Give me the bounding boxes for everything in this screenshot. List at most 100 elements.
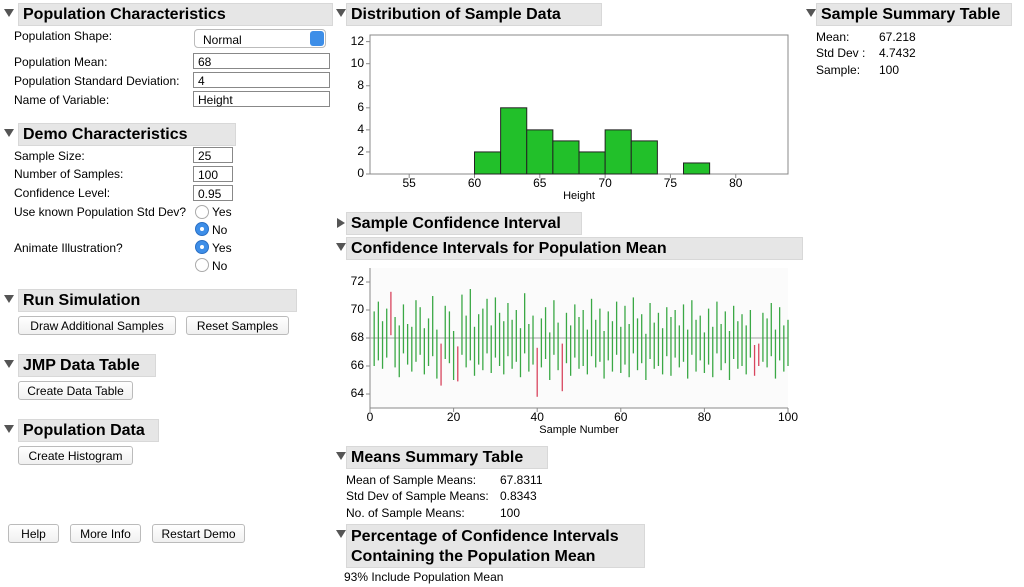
panel-header[interactable]: Means Summary Table bbox=[346, 446, 548, 469]
table-label: Mean of Sample Means: bbox=[346, 473, 477, 487]
field-label: Name of Variable: bbox=[14, 93, 110, 107]
x-axis-label: Height bbox=[563, 190, 595, 202]
radio-label: No bbox=[212, 259, 228, 273]
y-tick-label: 68 bbox=[351, 330, 365, 344]
histogram-bar bbox=[552, 140, 580, 175]
x-tick-label: 80 bbox=[698, 410, 712, 424]
collapse-icon[interactable] bbox=[336, 9, 346, 17]
field-label: Animate Illustration? bbox=[14, 241, 123, 255]
panel-header[interactable]: Population Characteristics bbox=[18, 3, 333, 26]
table-value: 100 bbox=[879, 63, 900, 77]
table-label: Mean: bbox=[816, 30, 850, 44]
button[interactable]: Create Data Table bbox=[18, 381, 133, 400]
radio[interactable] bbox=[195, 258, 209, 272]
expand-icon[interactable] bbox=[337, 218, 345, 228]
collapse-icon[interactable] bbox=[336, 452, 346, 460]
text-input[interactable]: 68 bbox=[193, 53, 330, 69]
table-value: 67.8311 bbox=[500, 473, 543, 487]
x-tick-label: 55 bbox=[403, 176, 417, 190]
x-tick-label: 70 bbox=[598, 176, 612, 190]
panel-header[interactable]: Confidence Intervals for Population Mean bbox=[346, 237, 803, 260]
collapse-icon[interactable] bbox=[4, 360, 14, 368]
header-line: Containing the Population Mean bbox=[351, 548, 596, 565]
histogram-bar bbox=[474, 151, 502, 175]
table-label: No. of Sample Means: bbox=[346, 506, 465, 520]
panel-header[interactable]: JMP Data Table bbox=[18, 354, 156, 377]
header-line: Percentage of Confidence Intervals bbox=[351, 528, 619, 545]
result-text: 93% Include Population Mean bbox=[344, 570, 504, 584]
text-input[interactable]: 4 bbox=[193, 72, 330, 88]
radio[interactable] bbox=[195, 240, 209, 254]
text-input[interactable]: Height bbox=[193, 91, 330, 107]
panel-header[interactable]: Run Simulation bbox=[18, 289, 297, 312]
y-tick-label: 0 bbox=[357, 166, 364, 180]
y-tick-label: 70 bbox=[351, 302, 365, 316]
histogram-bar bbox=[604, 129, 632, 175]
radio-label: Yes bbox=[212, 241, 232, 255]
button[interactable]: Help bbox=[8, 524, 59, 543]
field-label: Sample Size: bbox=[14, 149, 85, 163]
button[interactable]: More Info bbox=[70, 524, 141, 543]
field-label: Number of Samples: bbox=[14, 167, 124, 181]
radio-label: No bbox=[212, 223, 228, 237]
table-value: 4.7432 bbox=[879, 46, 916, 60]
text-input[interactable]: 100 bbox=[193, 166, 233, 182]
dropdown-arrow bbox=[310, 31, 324, 46]
radio[interactable] bbox=[195, 205, 209, 219]
x-tick-label: 40 bbox=[531, 410, 545, 424]
panel-header[interactable]: Distribution of Sample Data bbox=[346, 3, 602, 26]
y-tick-label: 64 bbox=[351, 386, 365, 400]
y-tick-label: 12 bbox=[351, 34, 365, 48]
panel-header[interactable]: Sample Confidence Interval bbox=[346, 212, 582, 235]
radio-label: Yes bbox=[212, 205, 232, 219]
field-label: Population Shape: bbox=[14, 29, 113, 43]
collapse-icon[interactable] bbox=[336, 530, 346, 538]
field-label: Use known Population Std Dev? bbox=[14, 205, 187, 219]
table-value: 0.8343 bbox=[500, 489, 537, 503]
table-label: Sample: bbox=[816, 63, 861, 77]
y-tick-label: 66 bbox=[351, 358, 365, 372]
radio[interactable] bbox=[195, 222, 209, 236]
x-tick-label: 20 bbox=[447, 410, 461, 424]
histogram-bar bbox=[683, 162, 711, 175]
panel-header[interactable]: Sample Summary Table bbox=[816, 3, 1012, 26]
y-tick-label: 72 bbox=[351, 274, 365, 288]
collapse-icon[interactable] bbox=[806, 9, 816, 17]
button[interactable]: Create Histogram bbox=[18, 446, 133, 465]
collapse-icon[interactable] bbox=[4, 9, 14, 17]
button[interactable]: Reset Samples bbox=[186, 316, 289, 335]
collapse-icon[interactable] bbox=[336, 243, 346, 251]
collapse-icon[interactable] bbox=[4, 129, 14, 137]
histogram-bar bbox=[500, 107, 528, 175]
panel-header[interactable]: Demo Characteristics bbox=[18, 123, 236, 146]
panel-header[interactable]: Population Data bbox=[18, 419, 159, 442]
x-tick-label: 60 bbox=[614, 410, 628, 424]
x-axis-label: Sample Number bbox=[539, 424, 619, 436]
table-value: 100 bbox=[500, 506, 521, 520]
y-tick-label: 6 bbox=[357, 100, 364, 114]
x-tick-label: 65 bbox=[533, 176, 547, 190]
x-tick-label: 60 bbox=[468, 176, 482, 190]
text-input[interactable]: 25 bbox=[193, 147, 233, 163]
y-tick-label: 4 bbox=[357, 122, 364, 136]
text-input[interactable]: 0.95 bbox=[193, 185, 233, 201]
table-label: Std Dev : bbox=[816, 46, 866, 60]
collapse-icon[interactable] bbox=[4, 295, 14, 303]
histogram-bar bbox=[578, 151, 606, 175]
panel-header[interactable]: Percentage of Confidence Intervals Contai… bbox=[346, 524, 645, 568]
y-tick-label: 2 bbox=[357, 144, 364, 158]
histogram-bar bbox=[526, 129, 554, 175]
table-value: 67.218 bbox=[879, 30, 916, 44]
button[interactable]: Restart Demo bbox=[152, 524, 245, 543]
x-tick-label: 100 bbox=[778, 410, 798, 424]
dropdown[interactable]: Normal bbox=[194, 29, 326, 48]
field-label: Population Mean: bbox=[14, 55, 108, 69]
collapse-icon[interactable] bbox=[4, 425, 14, 433]
x-tick-label: 80 bbox=[729, 176, 743, 190]
x-tick-label: 75 bbox=[664, 176, 678, 190]
button[interactable]: Draw Additional Samples bbox=[18, 316, 176, 335]
table-label: Std Dev of Sample Means: bbox=[346, 489, 489, 503]
dropdown-value: Normal bbox=[203, 33, 242, 47]
